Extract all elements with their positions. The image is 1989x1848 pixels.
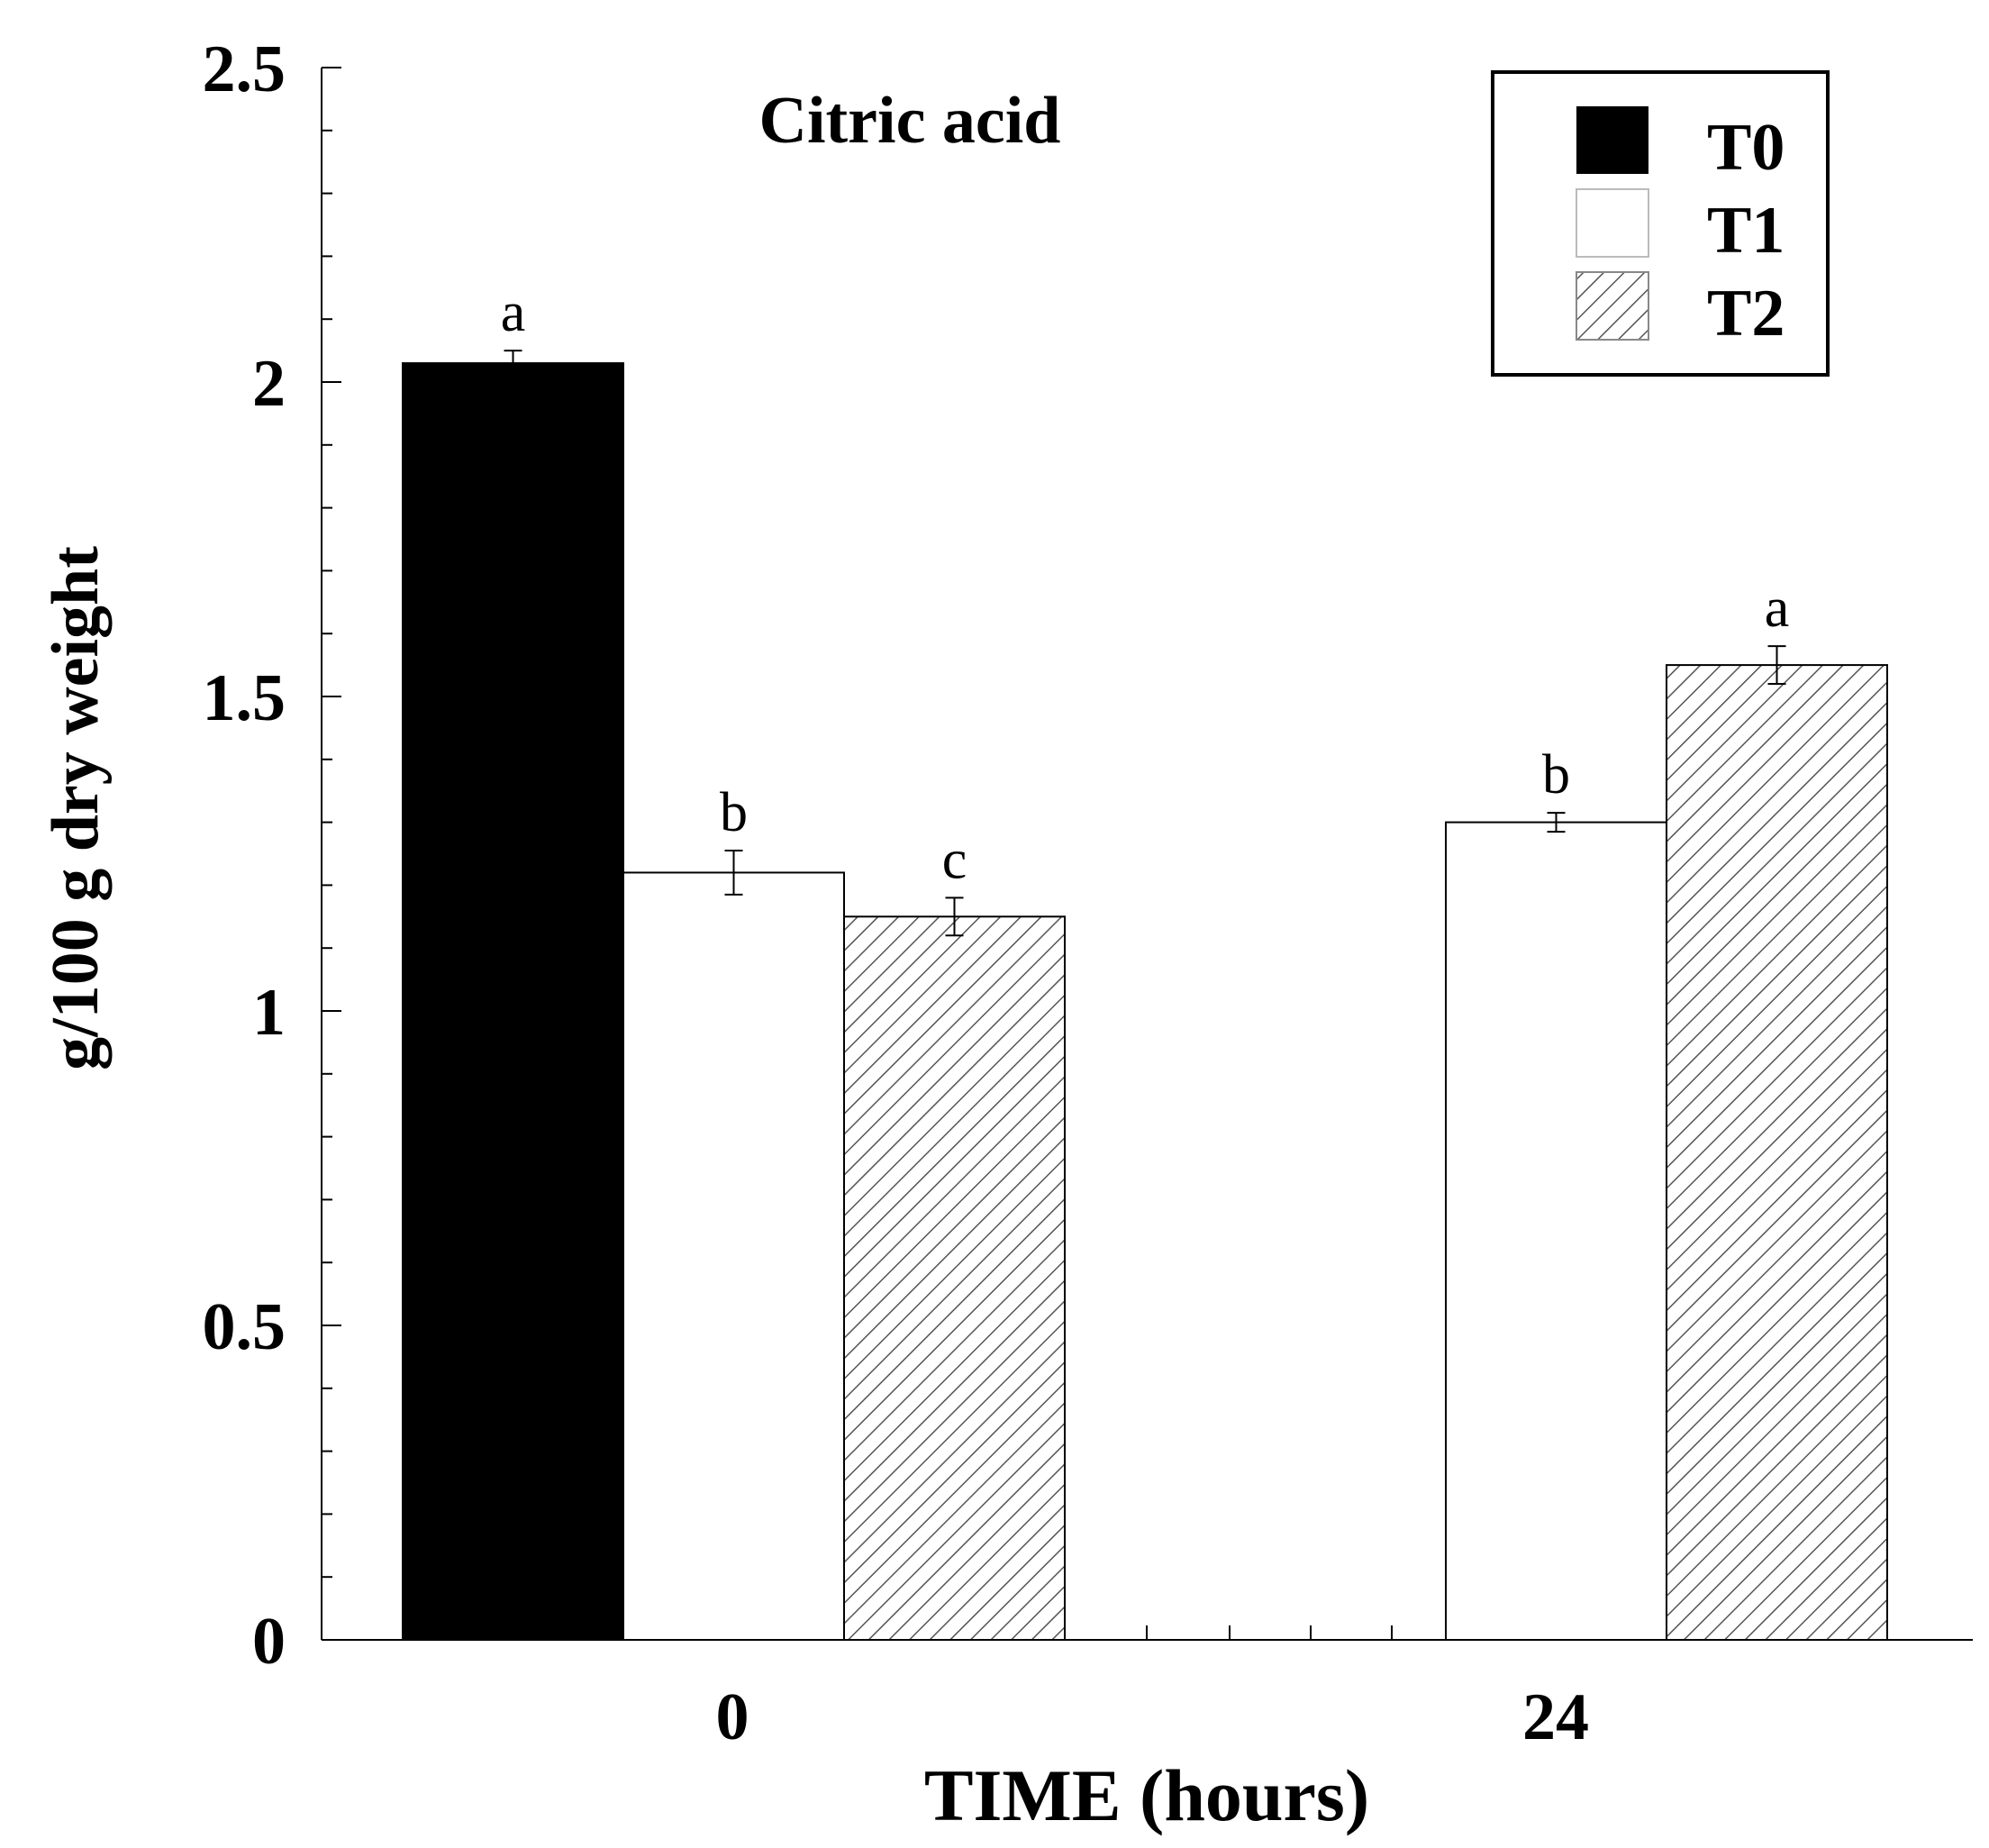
x-tick-label-24: 24 xyxy=(1522,1680,1589,1754)
significance-label-t2-24: a xyxy=(1765,578,1790,639)
y-tick-label: 1 xyxy=(252,976,286,1050)
bar-t1-24 xyxy=(1445,821,1667,1641)
y-ticks: 0 0.5 1 1.5 2 2.5 xyxy=(203,32,341,1679)
x-axis-label: TIME (hours) xyxy=(924,1754,1369,1836)
legend-swatch-t2 xyxy=(1576,271,1649,341)
legend-label-t1: T1 xyxy=(1707,194,1785,268)
legend-box xyxy=(1491,70,1830,377)
legend-label-t2: T2 xyxy=(1707,277,1785,350)
y-tick-label: 2.5 xyxy=(203,32,286,106)
bar-t2-24 xyxy=(1666,664,1888,1641)
legend-swatch-t1 xyxy=(1576,188,1649,258)
significance-label-t2-0: c xyxy=(942,829,967,890)
significance-label-t1-24: b xyxy=(1542,744,1570,806)
y-axis-label: g/100 g dry weight xyxy=(39,546,113,1070)
y-tick-label: 0 xyxy=(252,1605,286,1679)
legend: T0 T1 T2 xyxy=(1491,70,1830,377)
y-tick-label: 1.5 xyxy=(203,661,286,735)
y-tick-label: 0.5 xyxy=(203,1290,286,1364)
chart-title: Citric acid xyxy=(759,84,1061,158)
significance-label-t0-0: a xyxy=(501,282,526,343)
significance-label-t1-0: b xyxy=(720,782,748,843)
y-tick-label: 2 xyxy=(252,347,286,421)
legend-swatch-t0 xyxy=(1576,106,1648,174)
x-tick-label-0: 0 xyxy=(716,1680,749,1754)
bar-t1-0 xyxy=(622,871,845,1641)
bars: a b b c a xyxy=(402,282,1888,1641)
bar-t2-0 xyxy=(843,915,1066,1641)
bar-t0-0 xyxy=(402,362,624,1641)
legend-label-t0: T0 xyxy=(1707,111,1785,185)
